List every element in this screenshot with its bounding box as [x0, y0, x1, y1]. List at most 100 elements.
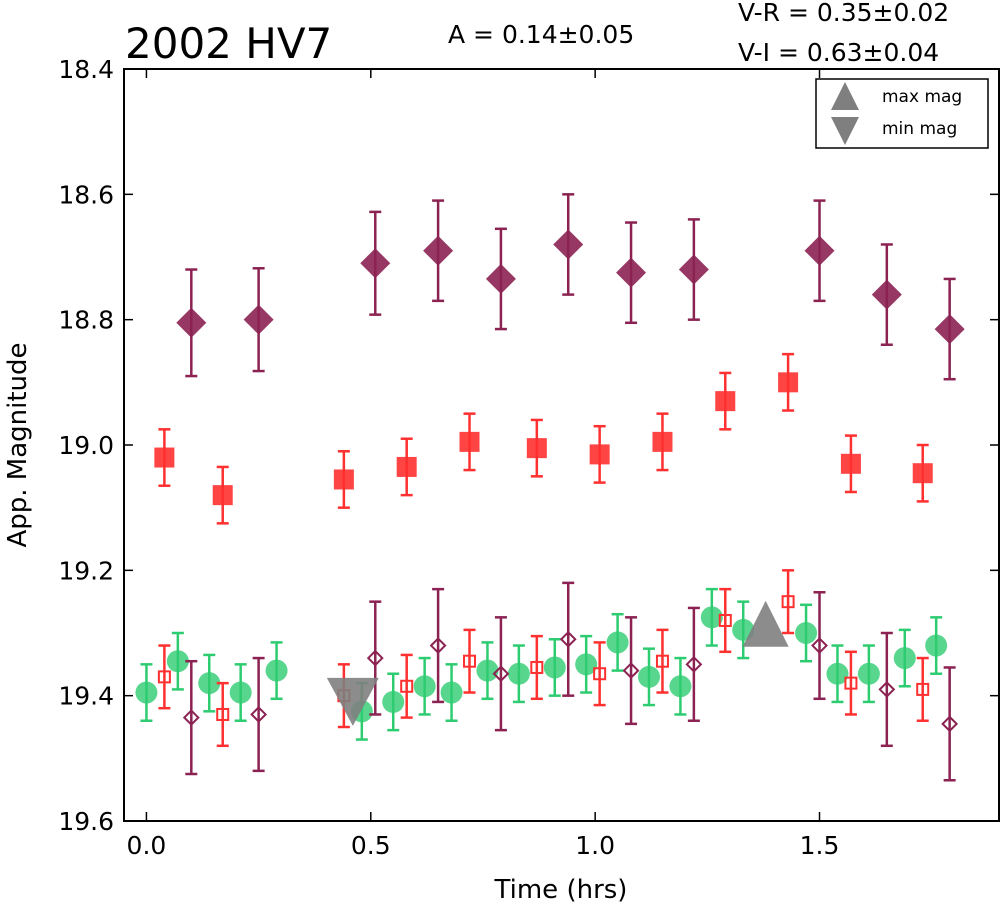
data-point: [216, 707, 230, 721]
data-point: [655, 654, 669, 668]
y-tick-label: 18.6: [58, 180, 114, 209]
data-point: [912, 463, 933, 484]
data-point: [176, 307, 207, 338]
amplitude-annotation: A = 0.14±0.05: [448, 20, 634, 49]
y-tick-label: 18.8: [58, 306, 114, 335]
data-point: [559, 630, 577, 648]
data-point: [212, 485, 233, 506]
legend-max-mag-label: max mag: [882, 87, 962, 107]
legend-min-mag-marker: [831, 117, 859, 145]
data-point: [616, 257, 647, 288]
x-tick-label: 1.0: [575, 831, 615, 860]
data-point: [243, 304, 274, 335]
y-tick-label: 18.4: [58, 55, 114, 84]
data-point: [638, 665, 660, 688]
data-point: [157, 670, 171, 684]
data-point: [198, 672, 221, 695]
plot-frame: [123, 68, 1000, 822]
vi-color-annotation: V-I = 0.63±0.04: [738, 38, 939, 67]
data-point: [844, 676, 858, 690]
data-point: [871, 279, 902, 310]
axis-ticks: 0.0 0.5 1.0 1.5 18.4 18.6 18.8 19.0 19.2 19.4 19.6: [58, 55, 999, 860]
series-circle-filled: [135, 587, 948, 741]
data-point: [154, 447, 175, 468]
data-point: [893, 647, 916, 670]
data-layer: [135, 193, 965, 782]
data-point: [166, 650, 189, 673]
data-point: [678, 254, 709, 285]
series-square-filled: [154, 352, 933, 525]
plot-area: 0.0 0.5 1.0 1.5 18.4 18.6 18.8 19.0 19.2 19.4 19.6: [58, 55, 1000, 860]
data-point: [463, 654, 477, 668]
data-point: [700, 606, 723, 629]
data-point: [925, 634, 948, 657]
max-mag-marker: [742, 600, 789, 647]
series-diamond-filled: [176, 193, 965, 381]
y-tick-label: 19.0: [58, 431, 114, 460]
data-point: [265, 659, 288, 682]
data-point: [553, 229, 584, 260]
data-point: [396, 456, 417, 477]
data-point: [589, 444, 610, 465]
x-axis-label: Time (hrs): [494, 875, 628, 904]
data-point: [440, 681, 463, 704]
data-point: [575, 653, 598, 676]
data-point: [826, 662, 849, 685]
chart-title: 2002 HV7: [125, 19, 332, 68]
data-point: [652, 431, 673, 452]
x-tick-label: 0.5: [351, 831, 391, 860]
data-point: [400, 679, 414, 693]
data-point: [333, 469, 354, 490]
data-point: [669, 675, 692, 698]
data-point: [941, 715, 959, 733]
data-point: [459, 431, 480, 452]
data-point: [811, 637, 828, 654]
data-point: [715, 391, 736, 412]
legend: max mag min mag: [815, 78, 989, 149]
data-point: [492, 665, 510, 683]
data-point: [543, 656, 566, 679]
data-point: [593, 667, 607, 681]
data-point: [423, 235, 454, 266]
legend-max-mag-marker: [831, 82, 859, 110]
data-point: [476, 659, 499, 682]
data-point: [413, 675, 436, 698]
series-diamond-open: [182, 581, 959, 782]
data-point: [382, 690, 405, 713]
extrema-layer: [326, 600, 789, 726]
data-point: [778, 372, 799, 393]
vr-color-annotation: V-R = 0.35±0.02: [738, 0, 949, 27]
data-point: [526, 438, 547, 459]
data-point: [606, 631, 629, 654]
data-point: [229, 681, 252, 704]
series-square-open: [157, 569, 930, 748]
data-point: [366, 649, 384, 667]
x-tick-label: 0.0: [127, 831, 167, 860]
data-point: [781, 595, 795, 609]
data-point: [485, 263, 516, 294]
data-point: [804, 235, 835, 266]
data-point: [360, 248, 391, 279]
y-tick-label: 19.6: [58, 807, 114, 836]
data-point: [622, 662, 640, 680]
data-point: [135, 681, 158, 704]
data-point: [916, 682, 930, 696]
data-point: [429, 637, 447, 654]
x-tick-label: 1.5: [800, 831, 840, 860]
data-point: [685, 655, 703, 673]
legend-min-mag-label: min mag: [882, 119, 957, 139]
y-axis-label: App. Magnitude: [3, 342, 33, 547]
data-point: [250, 706, 268, 723]
data-point: [795, 622, 818, 644]
data-point: [857, 662, 880, 685]
data-point: [718, 613, 732, 627]
y-tick-label: 19.4: [58, 682, 114, 711]
y-tick-label: 19.2: [58, 556, 114, 585]
data-point: [530, 660, 544, 674]
data-point: [934, 314, 965, 345]
data-point: [182, 709, 200, 727]
data-point: [878, 680, 896, 698]
data-point: [840, 453, 861, 474]
data-point: [507, 662, 530, 685]
